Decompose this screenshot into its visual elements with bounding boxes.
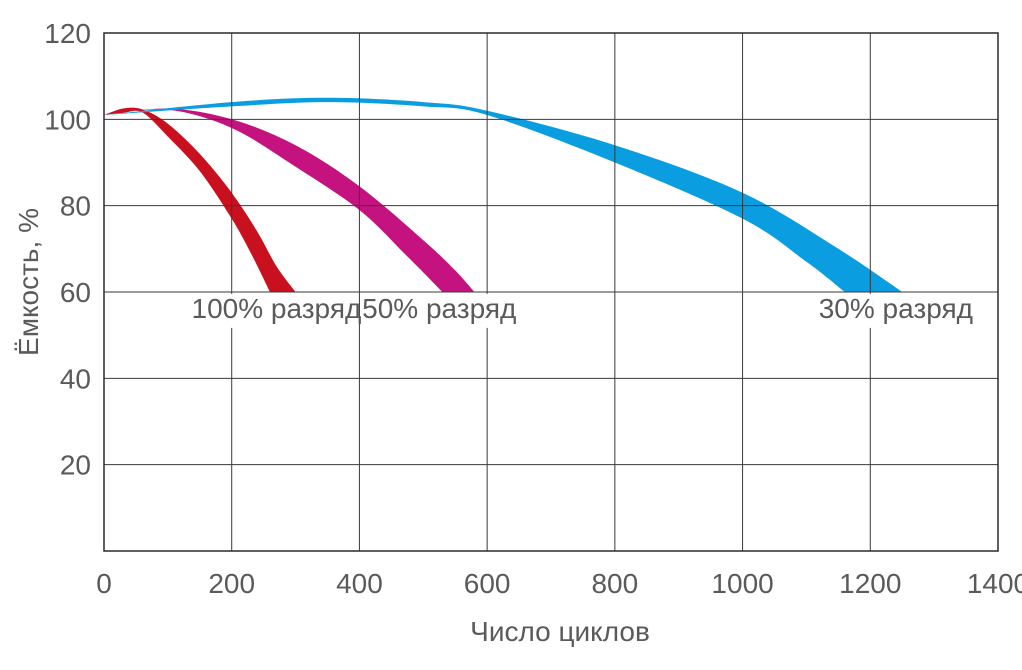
- x-tick-label: 1000: [711, 568, 773, 599]
- plot-frame: [103, 32, 999, 552]
- series-label-backdrop: [369, 293, 510, 328]
- series-label-backdrop: [199, 293, 354, 328]
- series-label-2: 50% разряд: [362, 293, 516, 324]
- x-axis-ticks: 0 200 400 600 800 1000 1200 1400: [96, 568, 1022, 599]
- series-band-2: [104, 108, 475, 292]
- y-axis-title: Ёмкость, %: [13, 208, 44, 356]
- series-label-1: 100% разряд: [192, 293, 362, 324]
- series-bands: [104, 97, 903, 292]
- series-label-backdrop: [825, 293, 966, 328]
- x-tick-label: 800: [591, 568, 638, 599]
- y-tick-label: 80: [60, 191, 91, 222]
- y-tick-label: 20: [60, 450, 91, 481]
- series-label-3: 30% разряд: [819, 293, 973, 324]
- series-labels: 100% разряд 50% разряд 30% разряд: [192, 293, 973, 328]
- y-tick-label: 120: [44, 18, 91, 49]
- gridlines: [104, 33, 998, 551]
- series-band-1: [104, 107, 296, 292]
- x-axis-title: Число циклов: [470, 616, 650, 647]
- x-tick-label: 200: [208, 568, 255, 599]
- y-axis-ticks: 20 40 60 80 100 120: [44, 18, 91, 481]
- x-tick-label: 600: [464, 568, 511, 599]
- x-tick-label: 0: [96, 568, 112, 599]
- y-tick-label: 100: [44, 104, 91, 135]
- y-tick-label: 60: [60, 277, 91, 308]
- y-tick-label: 40: [60, 363, 91, 394]
- x-tick-label: 1200: [839, 568, 901, 599]
- x-tick-label: 400: [336, 568, 383, 599]
- x-tick-label: 1400: [967, 568, 1022, 599]
